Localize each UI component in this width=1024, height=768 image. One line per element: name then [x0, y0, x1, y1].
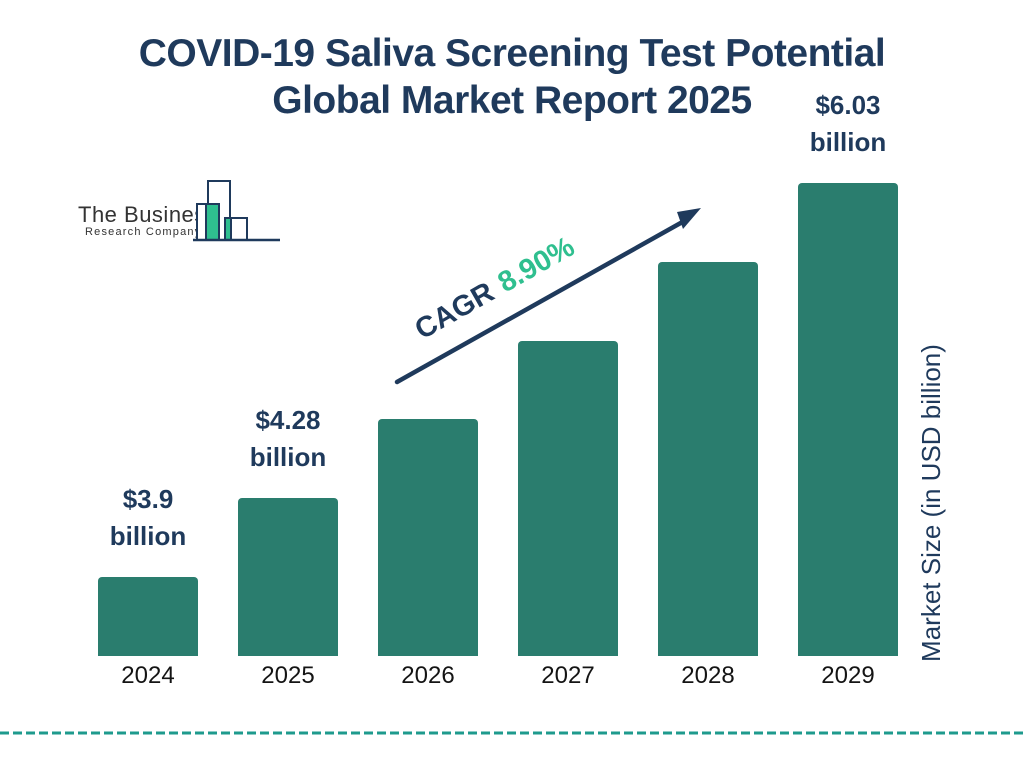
page-title-line2: Global Market Report 2025: [272, 79, 752, 122]
x-tick-2024: 2024: [121, 662, 175, 689]
x-tick-2027: 2027: [541, 662, 595, 689]
logo-name: The Business: [78, 202, 218, 227]
cagr-value: 8.90%: [492, 230, 580, 300]
x-tick-2026: 2026: [401, 662, 455, 689]
page-title-line1: COVID-19 Saliva Screening Test Potential: [138, 32, 886, 75]
logo-bar-chart-icon: [193, 180, 280, 242]
bar-2029: [798, 183, 898, 656]
x-tick-2029: 2029: [821, 662, 875, 689]
bar-2024: [98, 577, 198, 656]
cagr-label: CAGR: [409, 276, 500, 347]
logo-subname: Research Company: [85, 226, 202, 238]
bar-2027: [518, 340, 618, 656]
bar-2026: [378, 419, 478, 656]
bar-2025: [238, 498, 338, 656]
page-title: COVID-19 Saliva Screening Test Potential…: [0, 30, 1024, 124]
x-tick-2028: 2028: [681, 662, 735, 689]
bottom-divider-line: [0, 731, 1024, 735]
x-tick-2025: 2025: [261, 662, 315, 689]
value-label-2025: $4.28 billion: [249, 405, 327, 473]
value-label-2024: $3.9 billion: [109, 484, 187, 551]
value-label-2029: $6.03 billion: [809, 90, 887, 157]
company-logo: The Business Research Company: [76, 176, 286, 246]
y-axis-title: Market Size (in USD billion): [916, 344, 946, 662]
bar-2028: [658, 261, 758, 656]
cagr-annotation: CAGR8.90%: [409, 206, 622, 348]
